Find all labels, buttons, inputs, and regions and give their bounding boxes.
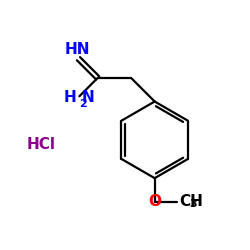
Text: N: N — [81, 90, 94, 105]
Text: HCl: HCl — [26, 137, 56, 152]
Text: H: H — [64, 90, 76, 105]
Text: 2: 2 — [79, 99, 86, 109]
Text: HN: HN — [64, 42, 90, 58]
Text: 3: 3 — [190, 198, 198, 208]
Text: CH: CH — [179, 194, 203, 209]
Text: O: O — [148, 194, 161, 209]
